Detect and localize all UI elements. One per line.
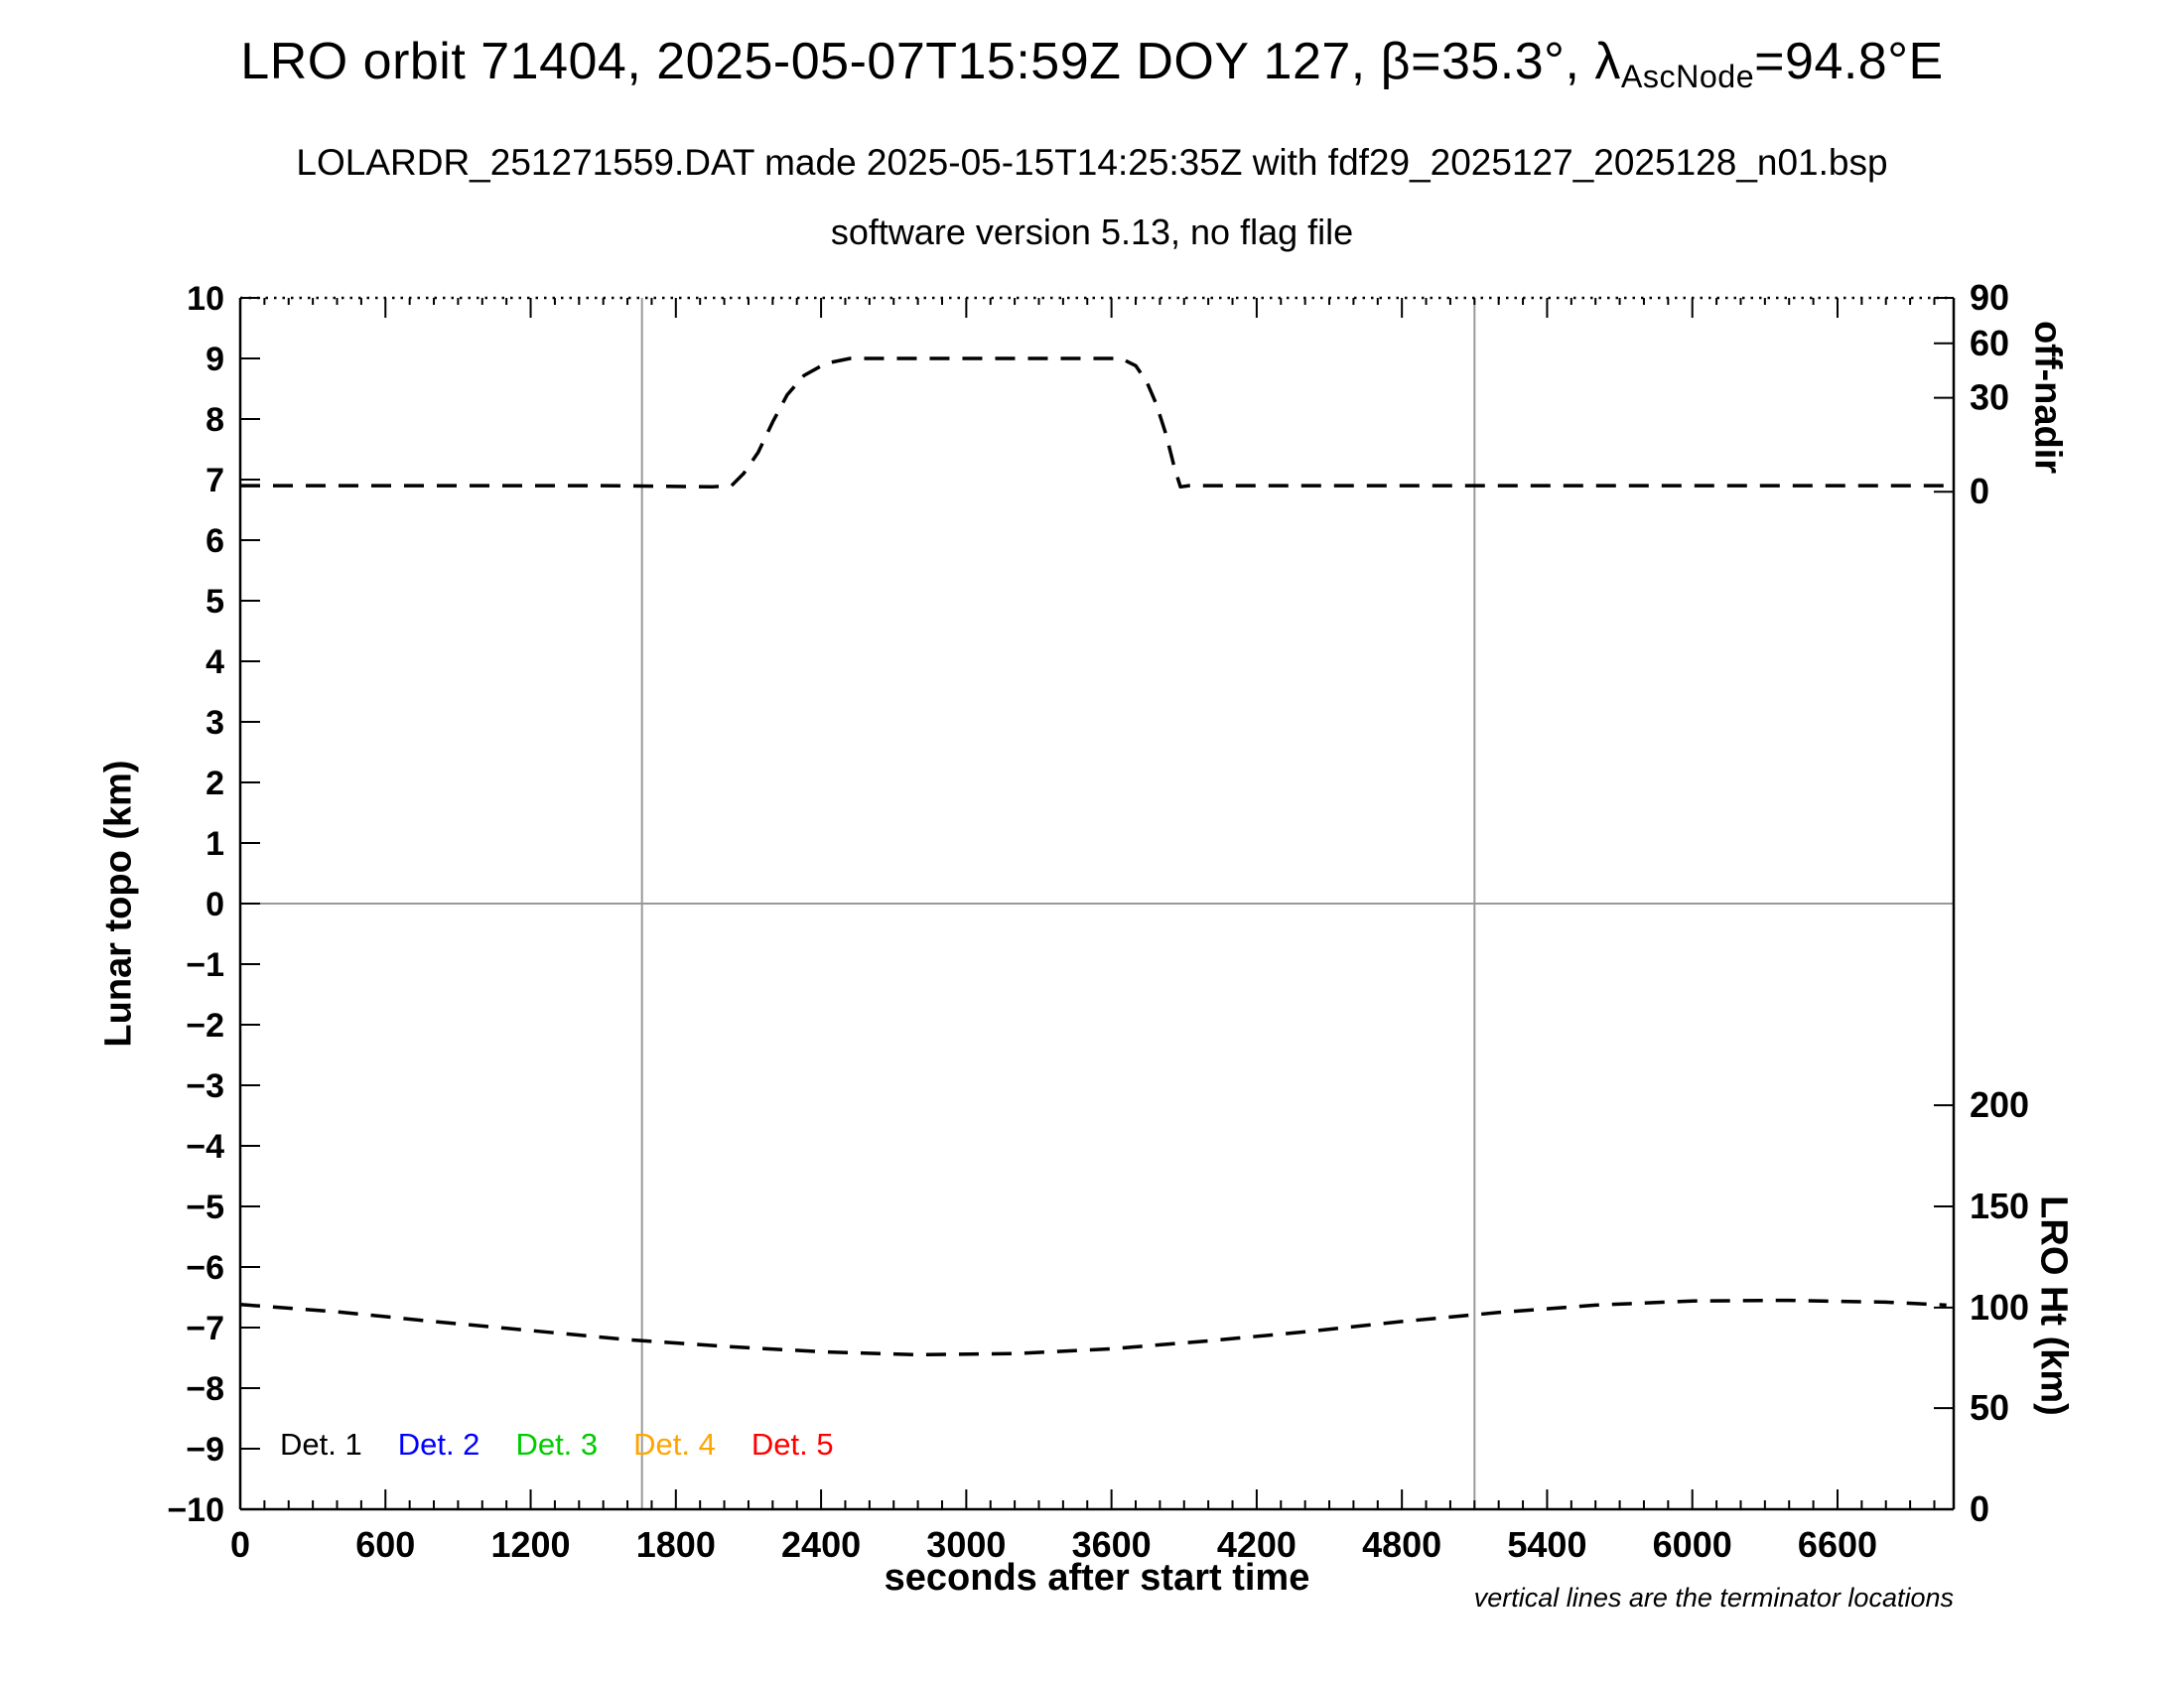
subtitle-file-info: LOLARDR_251271559.DAT made 2025-05-15T14…: [296, 142, 1888, 183]
x-axis-ticks: [239, 298, 1936, 1509]
y-left-tick-label: 8: [205, 401, 224, 439]
y-left-tick-label: −9: [186, 1431, 224, 1469]
y-left-tick-label: 4: [205, 643, 224, 681]
y-left-tick-label: −4: [186, 1128, 224, 1166]
y-right-tick-label: 30: [1970, 377, 2009, 418]
y-left-tick-label: 2: [205, 765, 224, 802]
y-left-tick-label: 1: [205, 825, 224, 863]
page-title-subscript: AscNode: [1620, 59, 1755, 95]
off-nadir-angle-polyline: [240, 356, 1947, 490]
y-right-tick-label: 50: [1970, 1387, 2009, 1428]
x-tick-label: 2400: [781, 1524, 861, 1565]
y-right-tick-label: 90: [1970, 277, 2009, 318]
y-right-tick-label: 100: [1970, 1287, 2029, 1328]
legend-item-det-5: Det. 5: [751, 1427, 834, 1462]
y-left-tick-label: −6: [186, 1249, 224, 1287]
y-left-tick-label: 7: [205, 462, 224, 499]
x-tick-label: 6600: [1798, 1524, 1877, 1565]
y-axis-title-left: Lunar topo (km): [97, 760, 140, 1048]
y-right-tick-label: 0: [1970, 1488, 1989, 1529]
x-tick-label: 600: [355, 1524, 415, 1565]
terminator-footnote: vertical lines are the terminator locati…: [1473, 1583, 1954, 1613]
y-left-tick-label: −3: [186, 1067, 224, 1105]
x-tick-label: 3000: [926, 1524, 1006, 1565]
y-left-tick-label: 0: [205, 886, 224, 923]
y-right-tick-label: 0: [1970, 471, 1989, 511]
y-left-tick-label: 6: [205, 522, 224, 560]
x-tick-label: 0: [230, 1524, 250, 1565]
x-tick-label: 3600: [1072, 1524, 1152, 1565]
page-title-prefix: LRO orbit 71404, 2025-05-07T15:59Z DOY 1…: [240, 33, 1621, 90]
y-axis-title-off-nadir: off-nadir: [2026, 320, 2069, 475]
x-tick-label: 6000: [1653, 1524, 1732, 1565]
y-axis-tick-labels-right: 90 60 30 0 200 150 100 50 0: [1970, 277, 2029, 1529]
legend-item-det-1: Det. 1: [280, 1427, 362, 1462]
x-axis-tick-labels: 0 600 1200 1800 2400 3000 3600 4200 4800 5400 6000…: [230, 1524, 1877, 1565]
y-left-tick-label: 5: [205, 583, 224, 621]
page-title-suffix: =94.8°E: [1754, 33, 1944, 90]
x-axis-title: seconds after start time: [884, 1557, 1310, 1599]
y-left-tick-label: 3: [205, 704, 224, 742]
y-left-tick-label: −8: [186, 1370, 224, 1408]
subtitle-software-version: software version 5.13, no flag file: [830, 211, 1354, 252]
lro-height-curve: [239, 1298, 1947, 1357]
y-right-tick-label: 60: [1970, 323, 2009, 363]
y-left-tick-label: 9: [205, 341, 224, 378]
x-tick-label: 1200: [490, 1524, 570, 1565]
y-axis-ticks-left: [240, 297, 260, 1510]
y-left-tick-label: −2: [186, 1007, 224, 1045]
legend-item-det-2: Det. 2: [397, 1427, 480, 1462]
y-left-tick-label: 10: [187, 280, 224, 318]
legend-item-det-4: Det. 4: [633, 1427, 716, 1462]
x-tick-label: 5400: [1507, 1524, 1586, 1565]
y-axis-ticks-right: [1934, 297, 1954, 1510]
x-tick-label: 4200: [1217, 1524, 1297, 1565]
y-right-tick-label: 150: [1970, 1186, 2029, 1226]
y-left-tick-label: −5: [186, 1189, 224, 1226]
reference-lines: [240, 298, 1954, 1509]
legend-item-det-3: Det. 3: [515, 1427, 599, 1462]
x-tick-label: 1800: [636, 1524, 716, 1565]
y-right-tick-label: 200: [1970, 1084, 2029, 1125]
off-nadir-angle-curve: [240, 356, 1947, 490]
lro-height-polyline: [239, 1298, 1947, 1357]
y-axis-title-lro-height: LRO Ht (km): [2032, 1196, 2075, 1416]
y-left-tick-label: −7: [186, 1310, 224, 1347]
x-tick-label: 4800: [1362, 1524, 1441, 1565]
page-title: LRO orbit 71404, 2025-05-07T15:59Z DOY 1…: [0, 32, 2184, 95]
y-left-tick-label: −1: [186, 946, 224, 984]
y-left-tick-label: −10: [167, 1491, 224, 1529]
detector-legend: Det. 1 Det. 2 Det. 3 Det. 4 Det. 5: [280, 1427, 870, 1463]
